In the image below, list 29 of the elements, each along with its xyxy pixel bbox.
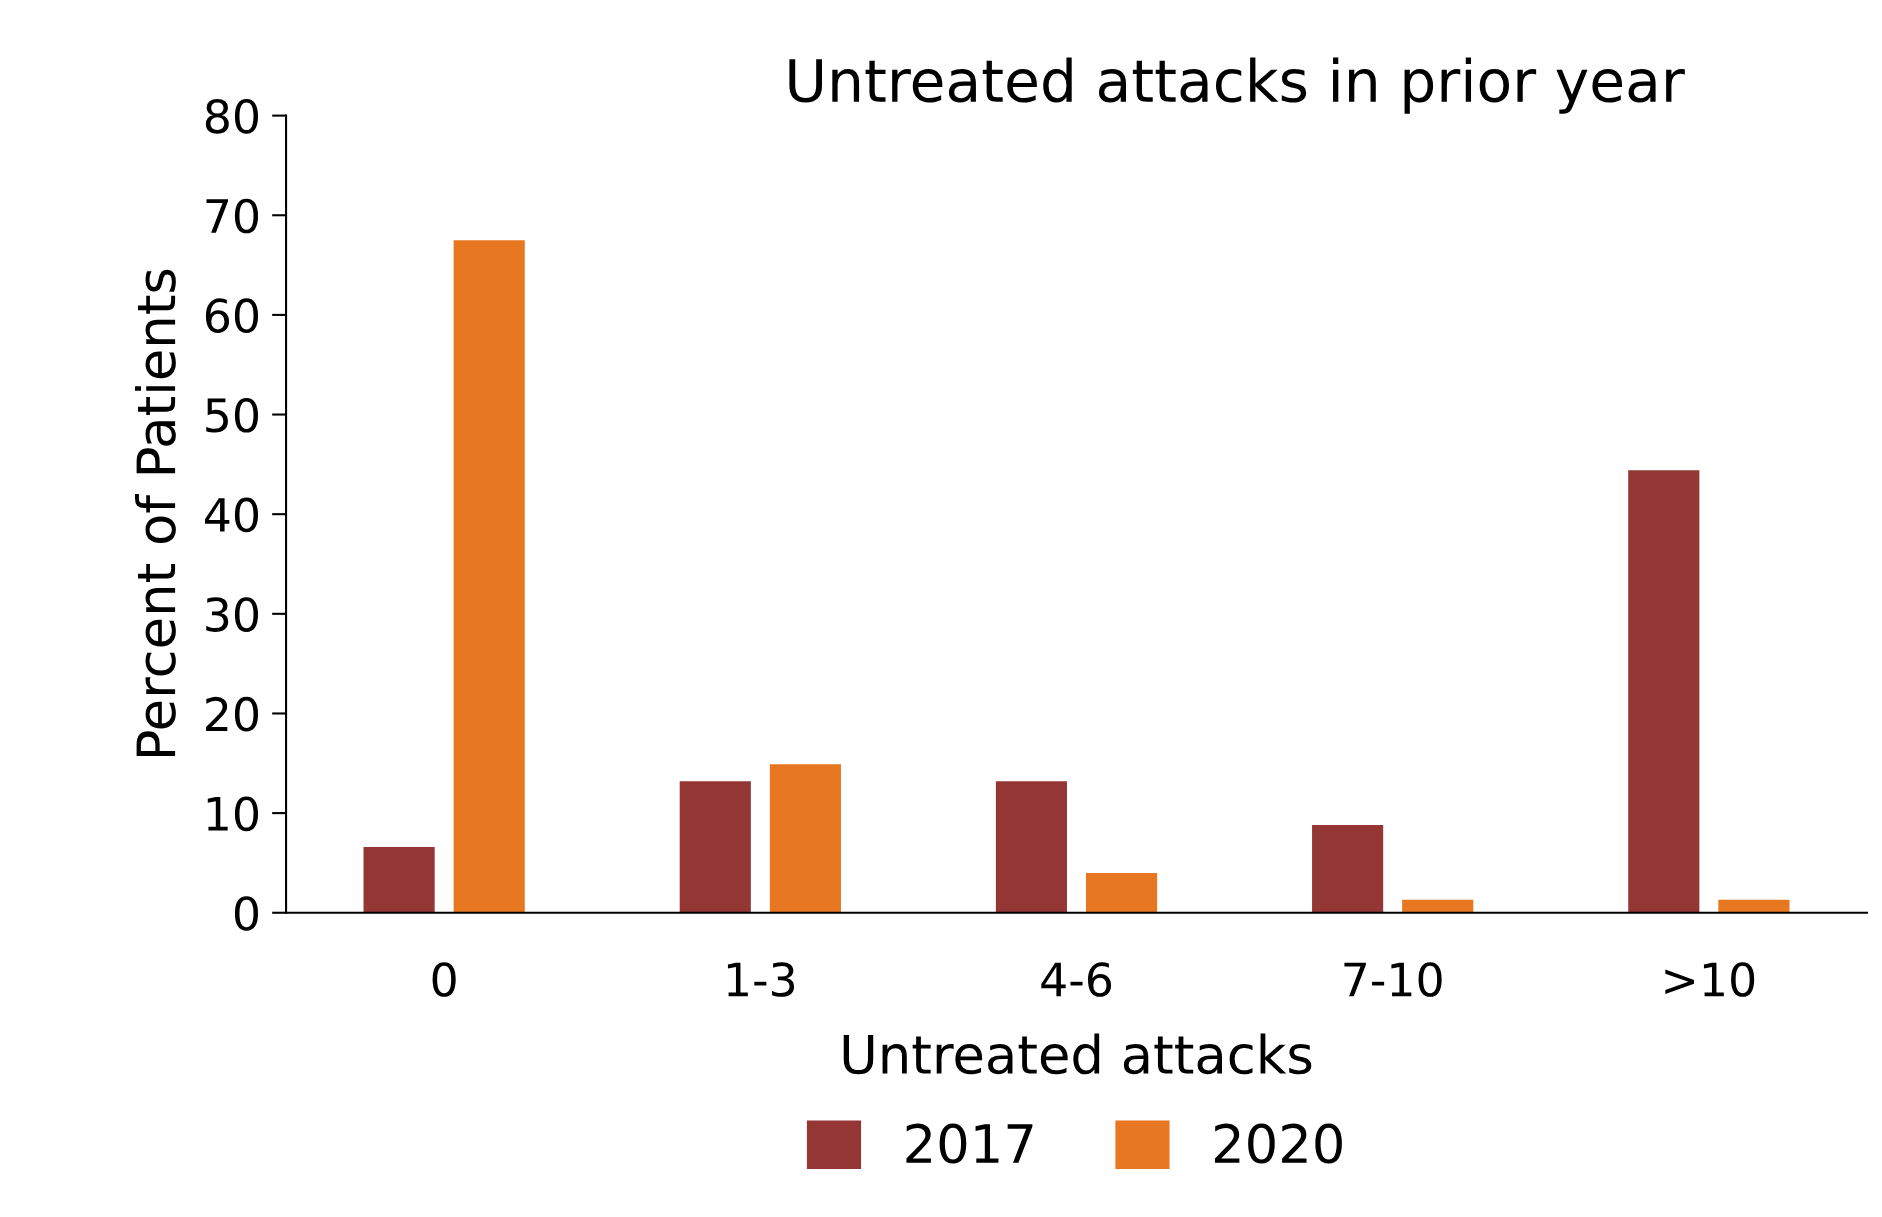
y-tick-label: 60 <box>205 298 259 333</box>
x-tick-label: >10 <box>1665 962 1755 997</box>
y-tick-label: 40 <box>204 497 259 533</box>
bar <box>453 240 525 913</box>
bar <box>679 781 751 913</box>
bar <box>1312 825 1384 913</box>
x-tick-label: 0 <box>432 962 456 997</box>
y-tick-label: 50 <box>206 397 259 433</box>
x-axis-title: Untreated attacks <box>843 1033 1312 1075</box>
legend-label: 2020 <box>1214 1123 1342 1164</box>
x-tick-label: 1-3 <box>727 962 795 997</box>
bar <box>363 846 435 913</box>
bar <box>1085 872 1158 913</box>
x-tick-label: 7-10 <box>1344 962 1442 997</box>
legend-label: 2017 <box>906 1123 1033 1164</box>
y-tick-label: 80 <box>205 99 259 134</box>
bar <box>1402 899 1474 913</box>
bar <box>995 781 1068 913</box>
bar <box>1628 470 1700 913</box>
x-tick-label: 4-6 <box>1041 962 1112 997</box>
bar <box>769 764 841 913</box>
y-tick-label: 10 <box>207 796 259 832</box>
y-axis-title: Percent of Patients <box>135 269 176 757</box>
y-tick-label: 70 <box>206 198 259 234</box>
y-tick-label: 0 <box>234 896 259 931</box>
y-tick-label: 20 <box>206 696 259 732</box>
y-tick-label: 30 <box>206 597 259 632</box>
bar <box>1718 899 1790 913</box>
chart-title: Untreated attacks in prior year <box>789 57 1685 114</box>
